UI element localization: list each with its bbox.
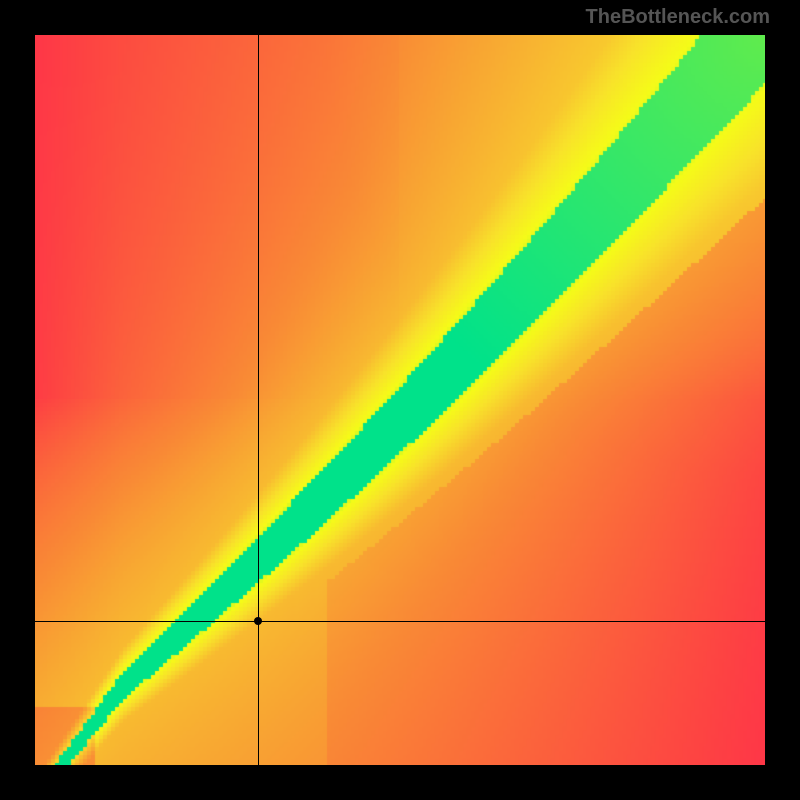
heatmap-canvas — [35, 35, 765, 765]
crosshair-horizontal — [35, 621, 765, 622]
crosshair-vertical — [258, 35, 259, 765]
crosshair-dot — [254, 617, 262, 625]
chart-frame: TheBottleneck.com — [0, 0, 800, 800]
attribution-text: TheBottleneck.com — [586, 6, 770, 29]
plot-area — [35, 35, 765, 765]
